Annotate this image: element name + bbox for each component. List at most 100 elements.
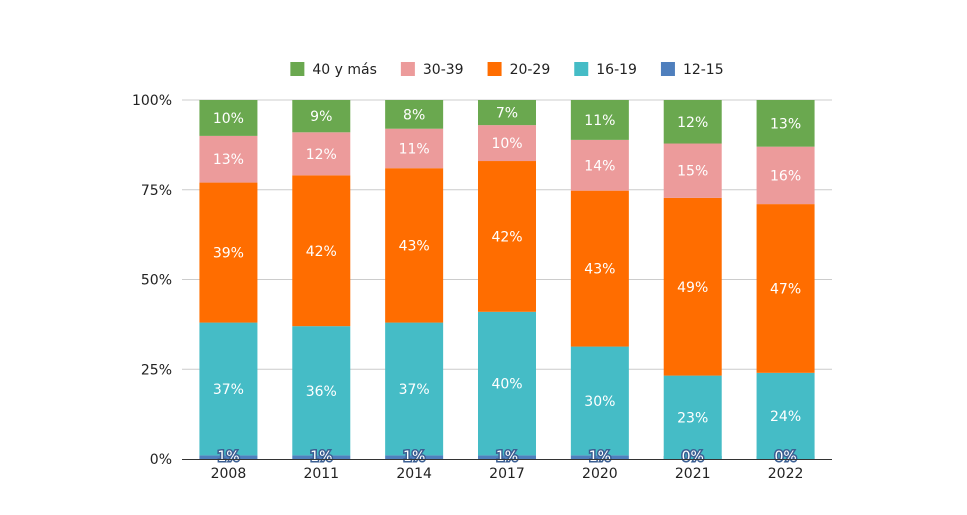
legend-item-16-19: 16-19 [574,62,637,78]
y-axis-tick-labels: 0% 25% 50% 75% 100% [132,93,172,468]
bar-40-y-más-2017 [478,100,536,126]
data-label-40-y-más-2008: 10% [213,111,244,127]
legend: 40 y más 30-39 20-29 16-19 12-15 [290,62,724,78]
data-label-30-39-2011: 12% [306,147,337,163]
bar-12-15-2014 [385,455,444,459]
y-tick-label: 25% [141,362,172,378]
x-tick-label-2017: 2017 [489,466,525,482]
bar-12-15-2017 [478,455,536,459]
bar-20-29-2021 [663,197,722,376]
legend-label: 30-39 [423,62,464,78]
x-tick-label-2021: 2021 [675,466,711,482]
data-label-30-39-2014: 11% [399,141,430,157]
data-label-20-29-2021: 49% [677,280,708,296]
legend-swatch [660,62,675,76]
bar-12-15-2008 [199,455,258,459]
data-label-16-19-2011: 36% [306,384,337,400]
bar-30-39-2017 [478,125,536,162]
y-tick-label: 100% [132,93,172,109]
x-tick-label-2022: 2022 [768,466,804,482]
bar-30-39-2014 [385,128,444,169]
data-label-40-y-más-2021: 12% [677,115,708,131]
bar-20-29-2008 [199,182,258,323]
data-label-40-y-más-2017: 7% [496,106,518,122]
data-label-20-29-2020: 43% [584,262,615,278]
data-label-40-y-más-2014: 8% [403,107,425,123]
data-label-12-15-2020: 1% [589,449,611,465]
bar-12-15-2011 [292,455,351,459]
data-label-12-15-2014: 1% [403,449,425,465]
x-tick-label-2011: 2011 [303,466,339,482]
bar-40-y-más-2008 [199,100,258,136]
bar-40-y-más-2022 [756,100,815,147]
legend-item-12-15: 12-15 [660,62,724,78]
legend-label: 40 y más [312,62,377,78]
bar-20-29-2014 [385,168,444,323]
legend-swatch [290,62,305,76]
data-label-40-y-más-2020: 11% [584,113,615,129]
data-label-12-15-2017: 1% [496,449,518,465]
data-label-30-39-2017: 10% [491,136,522,152]
bar-20-29-2011 [292,175,351,327]
bar-12-15-2020 [570,455,629,459]
data-label-16-19-2021: 23% [677,410,708,426]
bar-40-y-más-2021 [663,100,722,144]
data-label-30-39-2008: 13% [213,152,244,168]
data-label-16-19-2020: 30% [584,394,615,410]
legend-item-20-29: 20-29 [487,62,551,78]
legend-item-40-y-más: 40 y más [290,62,377,78]
data-label-12-15-2008: 1% [217,449,239,465]
bar-40-y-más-2011 [292,100,351,133]
data-label-16-19-2017: 40% [491,377,522,393]
data-label-12-15-2022: 0% [774,449,796,465]
bar-16-19-2011 [292,326,351,456]
data-label-30-39-2020: 14% [584,158,615,174]
data-label-20-29-2017: 42% [491,229,522,245]
bar-40-y-más-2020 [570,100,629,140]
x-tick-label-2020: 2020 [582,466,618,482]
data-label-20-29-2014: 43% [399,238,430,254]
x-tick-label-2014: 2014 [396,466,432,482]
data-label-40-y-más-2011: 9% [310,109,332,125]
x-tick-label-2008: 2008 [211,466,247,482]
legend-label: 12-15 [683,62,724,78]
legend-swatch [487,62,502,76]
data-label-12-15-2021: 0% [682,449,704,465]
legend-label: 16-19 [596,62,637,78]
y-tick-label: 50% [141,273,172,289]
legend-label: 20-29 [510,62,551,78]
data-label-40-y-más-2022: 13% [770,116,801,132]
bar-16-19-2022 [756,372,815,459]
y-tick-label: 75% [141,183,172,199]
bar-16-19-2020 [570,346,629,456]
bars [199,100,815,459]
data-label-16-19-2008: 37% [213,382,244,398]
data-label-16-19-2014: 37% [399,382,430,398]
legend-swatch [574,62,589,76]
data-label-20-29-2011: 42% [306,244,337,260]
data-label-12-15-2011: 1% [310,449,332,465]
bar-16-19-2021 [663,375,722,459]
y-tick-label: 0% [150,452,172,468]
bar-30-39-2008 [199,135,258,183]
data-label-20-29-2008: 39% [213,246,244,262]
data-label-16-19-2022: 24% [770,409,801,425]
data-label-30-39-2021: 15% [677,164,708,180]
bar-30-39-2021 [663,143,722,198]
data-labels: 1% 37% 39% 13% 10% 1% 36% 42% 12% 9% 1% 37% 43% 11% 8%… [213,106,801,467]
bar-16-19-2017 [478,311,536,456]
data-label-20-29-2022: 47% [770,281,801,297]
legend-swatch [400,62,415,76]
bar-30-39-2020 [570,139,629,191]
bar-20-29-2022 [756,204,815,373]
bar-20-29-2017 [478,161,536,312]
legend-item-30-39: 30-39 [400,62,464,78]
bar-40-y-más-2014 [385,100,444,129]
bar-20-29-2020 [570,190,629,347]
x-axis-tick-labels: 2008 2011 2014 2017 2020 2021 2022 [211,466,804,482]
bar-16-19-2014 [385,322,444,456]
bar-16-19-2008 [199,322,258,456]
bar-30-39-2022 [756,146,815,205]
bar-30-39-2011 [292,132,351,176]
